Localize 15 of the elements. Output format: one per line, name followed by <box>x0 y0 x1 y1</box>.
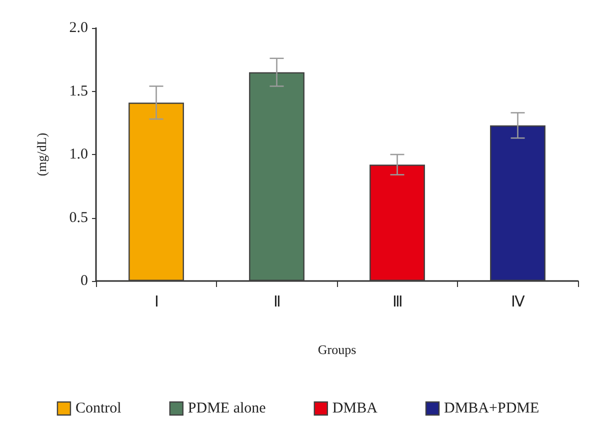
y-tick-label: 0 <box>80 273 88 289</box>
legend-label: DMBA+PDME <box>444 400 540 416</box>
x-axis-title: Groups <box>318 342 356 357</box>
x-tick-label: Ⅰ <box>154 294 158 310</box>
legend-label: Control <box>75 400 122 416</box>
y-tick-label: 2.0 <box>69 20 88 36</box>
legend-label: PDME alone <box>188 400 266 416</box>
x-tick-label: Ⅲ <box>392 294 402 310</box>
y-tick-label: 1.0 <box>69 146 88 162</box>
legend-label: DMBA <box>332 400 378 416</box>
y-axis-title: (mg/dL) <box>34 132 49 176</box>
x-tick-label: Ⅱ <box>273 294 280 310</box>
y-tick-label: 0.5 <box>69 210 88 226</box>
y-tick-label: 1.5 <box>69 83 88 100</box>
x-tick-label: Ⅳ <box>510 294 525 310</box>
